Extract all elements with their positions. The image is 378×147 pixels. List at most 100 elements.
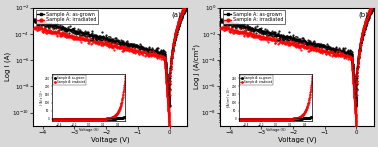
Point (272, 32, 278, 34)
Point (352, 89, 358, 91)
Point (54, 30, 60, 32)
Point (100, 42, 106, 44)
Point (163, 73, 169, 75)
Point (355, 55, 361, 57)
Point (71, 35, 77, 37)
Point (290, 44, 296, 46)
Point (356, 50, 362, 53)
Point (243, 26, 249, 28)
Point (70, 37, 76, 40)
Point (355, 57, 361, 59)
Point (92, 36, 98, 39)
Point (262, 28, 268, 31)
Point (88, 39, 94, 42)
Point (368, 11, 374, 14)
Point (294, 44, 300, 46)
Point (365, 17, 371, 19)
Point (177, 18, 183, 20)
Point (150, 49, 156, 51)
Point (223, 23, 229, 25)
Point (155, 55, 161, 57)
Point (221, 20, 227, 23)
Point (240, 32, 246, 35)
Point (167, 77, 173, 79)
Point (157, 51, 163, 53)
Point (229, 31, 235, 33)
Point (147, 49, 153, 51)
Point (312, 47, 318, 50)
Point (358, 39, 364, 42)
Point (178, 16, 184, 19)
Point (101, 38, 107, 40)
Point (362, 26, 368, 28)
Point (347, 58, 353, 60)
Point (133, 44, 139, 46)
Point (101, 36, 107, 39)
Point (363, 21, 369, 24)
Point (313, 47, 319, 49)
Point (351, 78, 357, 81)
Point (226, 29, 232, 32)
Point (83, 36, 89, 38)
Point (119, 40, 125, 42)
Point (275, 34, 281, 36)
Point (144, 53, 150, 56)
Point (289, 42, 295, 45)
Point (352, 101, 358, 104)
Point (353, 97, 359, 99)
Point (177, 19, 183, 22)
Point (67, 29, 73, 31)
Point (163, 68, 169, 70)
Point (91, 34, 97, 36)
Point (180, 9, 186, 12)
Point (318, 43, 324, 45)
Point (44, 24, 50, 26)
Point (127, 45, 133, 47)
Point (175, 21, 181, 24)
Point (126, 47, 132, 49)
Point (279, 35, 285, 37)
Point (363, 24, 369, 26)
Point (294, 38, 301, 40)
Point (157, 55, 163, 57)
Point (357, 45, 363, 47)
Point (36, 23, 42, 25)
Point (338, 55, 344, 57)
Point (352, 105, 358, 107)
Point (166, 116, 172, 118)
Point (268, 30, 274, 32)
Point (129, 50, 135, 52)
Point (117, 42, 123, 44)
Point (350, 68, 356, 70)
Point (222, 25, 228, 28)
Point (297, 38, 303, 41)
Point (144, 52, 150, 54)
Point (277, 36, 283, 38)
Point (330, 49, 336, 51)
Point (162, 59, 168, 61)
Point (102, 42, 108, 44)
Point (107, 44, 113, 46)
Point (273, 39, 279, 41)
Point (265, 36, 271, 39)
Point (362, 24, 368, 26)
Point (299, 40, 305, 42)
Point (310, 42, 316, 44)
Point (182, 8, 188, 10)
Point (341, 55, 347, 57)
Point (39, 26, 45, 29)
Point (181, 9, 187, 11)
Point (120, 42, 126, 44)
Point (360, 32, 366, 35)
Point (110, 39, 116, 41)
Point (161, 56, 167, 59)
Point (366, 10, 372, 12)
Point (319, 47, 325, 50)
Point (235, 31, 242, 33)
Point (268, 37, 274, 40)
Point (218, 26, 224, 29)
Point (173, 33, 179, 36)
Point (225, 27, 231, 30)
Point (175, 20, 181, 23)
Point (240, 32, 246, 34)
